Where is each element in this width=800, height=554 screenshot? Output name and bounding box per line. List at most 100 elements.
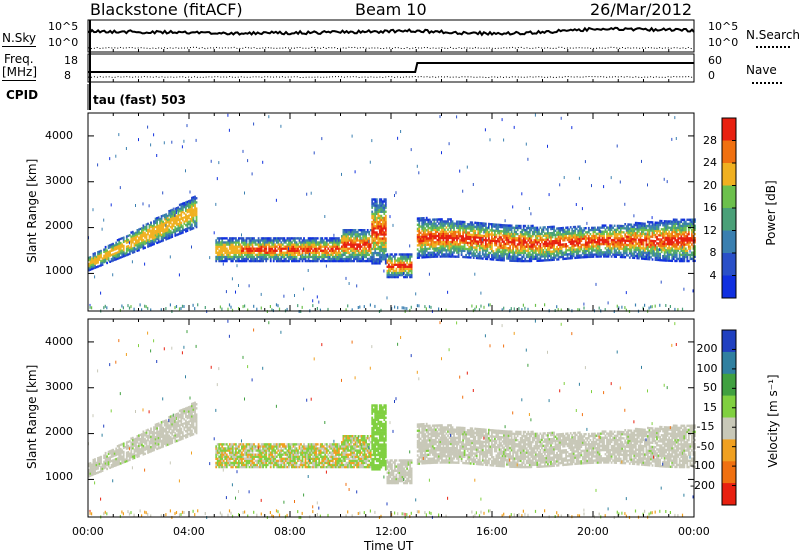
power-cell — [391, 271, 393, 275]
power-cell — [494, 256, 496, 259]
power-cell — [344, 235, 346, 238]
power-cell — [372, 258, 375, 261]
power-cell — [621, 247, 624, 250]
power-cell — [230, 243, 233, 246]
power-cell — [497, 256, 499, 259]
power-cell — [418, 217, 421, 220]
power-cell — [225, 241, 228, 244]
power-cell — [651, 254, 654, 257]
power-cell — [500, 256, 502, 260]
power-cell — [245, 239, 248, 242]
power-cell — [272, 239, 275, 242]
power-cell — [381, 237, 384, 240]
power-cell — [375, 253, 378, 257]
power-cell — [397, 265, 399, 268]
power-cell — [394, 253, 396, 256]
power-cell — [425, 239, 428, 242]
power-cell — [268, 245, 271, 248]
power-cell — [331, 239, 334, 242]
power-cell — [425, 218, 428, 222]
power-cell — [166, 227, 169, 230]
power-cell — [336, 247, 339, 250]
power-cell — [466, 241, 469, 245]
power-cell — [624, 247, 627, 251]
power-cell — [142, 238, 145, 242]
power-cell — [624, 243, 627, 247]
power-cell — [660, 259, 663, 262]
power-noise — [251, 172, 253, 176]
power-cell — [185, 230, 187, 233]
power-cell — [419, 231, 422, 234]
power-cell — [418, 252, 421, 255]
power-noise — [624, 202, 626, 206]
power-cell — [428, 233, 431, 236]
power-cell — [465, 235, 468, 238]
power-cell — [347, 241, 349, 244]
power-cell — [424, 231, 427, 234]
power-cell — [230, 237, 233, 240]
power-cell — [297, 243, 299, 246]
power-cell — [566, 228, 569, 231]
power-noise — [325, 264, 327, 268]
power-cell — [371, 198, 374, 201]
power-cell — [191, 211, 193, 214]
power-noise — [191, 245, 192, 249]
power-cell — [109, 254, 112, 257]
power-cell — [356, 245, 359, 248]
power-cell — [291, 257, 293, 261]
power-cell — [528, 239, 531, 242]
power-cell — [350, 245, 352, 248]
power-cell — [272, 237, 275, 240]
power-cell — [128, 248, 131, 251]
power-cell — [495, 244, 498, 247]
power-cell — [591, 249, 593, 252]
power-cell — [519, 243, 522, 246]
power-cell — [410, 265, 413, 268]
power-cell — [186, 215, 189, 218]
power-cell — [445, 232, 448, 235]
power-cell — [339, 257, 342, 261]
power-cell — [378, 239, 381, 242]
power-cell — [300, 245, 302, 248]
power-cell — [250, 259, 252, 263]
power-cell — [409, 267, 412, 271]
power-cell — [481, 228, 484, 231]
power-noise — [404, 306, 406, 310]
power-cell — [380, 245, 383, 249]
power-cell — [438, 243, 440, 246]
power-cell — [550, 238, 552, 241]
power-cell — [512, 251, 515, 254]
power-cell — [145, 235, 148, 239]
power-cell — [128, 252, 131, 256]
power-cell — [253, 259, 255, 263]
power-cell — [442, 240, 445, 244]
power-cell — [641, 224, 643, 227]
power-cell — [310, 237, 313, 240]
power-cell — [445, 234, 448, 238]
power-cell — [275, 257, 278, 261]
power-cell — [565, 226, 568, 229]
power-cell — [303, 255, 305, 259]
power-cell — [425, 243, 428, 246]
power-cell — [625, 252, 628, 255]
power-cell — [304, 255, 307, 259]
power-noise — [530, 212, 532, 216]
power-cell — [298, 239, 301, 242]
power-cell — [471, 248, 474, 251]
power-cell — [336, 253, 339, 257]
power-noise — [512, 205, 514, 209]
power-cell — [316, 251, 319, 254]
power-cell — [121, 253, 124, 256]
power-cell — [589, 251, 592, 254]
power-cell — [330, 259, 333, 263]
power-cell — [639, 226, 642, 229]
power-cell — [650, 221, 652, 224]
power-cell — [263, 255, 266, 259]
power-cell — [278, 245, 281, 248]
power-cell — [512, 243, 515, 246]
power-cell — [362, 247, 365, 250]
power-cell — [359, 259, 362, 263]
power-cell — [139, 244, 142, 247]
power-cell — [248, 259, 251, 263]
power-ground-cell — [121, 304, 123, 308]
